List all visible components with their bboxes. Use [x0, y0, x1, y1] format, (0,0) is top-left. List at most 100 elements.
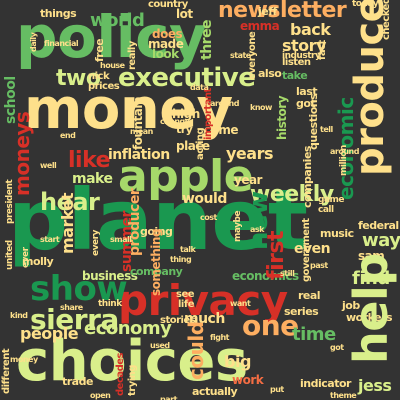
word: business	[82, 269, 138, 283]
word: years	[226, 144, 274, 163]
word: share	[60, 303, 83, 312]
word: money	[10, 355, 38, 364]
word: open	[90, 391, 111, 400]
word: know	[250, 103, 272, 112]
word: president	[5, 179, 15, 224]
word: two	[56, 66, 101, 91]
word: hear	[40, 188, 100, 216]
word: kind	[10, 311, 28, 320]
word: fact	[317, 40, 328, 60]
word: try	[176, 123, 193, 136]
word: listen	[282, 57, 311, 68]
word: indicator	[300, 377, 351, 390]
word: way	[362, 230, 400, 251]
word: trade	[62, 375, 93, 388]
word: place	[176, 139, 210, 153]
word: want	[230, 299, 251, 308]
word: daily	[29, 32, 38, 52]
word: producer	[127, 188, 143, 256]
word: fountain	[131, 96, 145, 150]
word: sierra	[30, 303, 119, 336]
word: fight	[210, 333, 229, 342]
word: market	[58, 192, 77, 254]
word: industry	[282, 51, 321, 61]
word: last	[296, 85, 318, 98]
word: big	[224, 352, 251, 371]
word: maybe	[233, 210, 243, 242]
word: workers	[346, 311, 393, 324]
word: policy	[16, 3, 207, 71]
word: talk	[180, 245, 196, 254]
word: job	[342, 299, 360, 312]
word: even	[294, 241, 331, 257]
word: money	[24, 77, 233, 142]
word: three	[199, 19, 215, 60]
word: companies	[301, 146, 314, 208]
word: could	[184, 321, 208, 380]
word: theme	[330, 391, 357, 400]
word: well	[40, 161, 57, 170]
word: apple	[118, 151, 254, 202]
word: economy	[84, 318, 172, 339]
word: sam	[358, 249, 385, 263]
word: molly	[22, 255, 54, 268]
word: executive	[118, 63, 256, 93]
word: also	[258, 67, 282, 80]
word: world	[90, 10, 145, 31]
word: used	[150, 341, 170, 350]
word: choices	[16, 329, 248, 394]
word: make	[72, 171, 113, 187]
word: jeff	[258, 5, 277, 18]
word: checked	[381, 0, 392, 40]
word: financial	[44, 39, 79, 48]
word: federal	[358, 219, 399, 232]
word: important	[203, 88, 214, 140]
word: emma	[240, 19, 280, 33]
word: thing	[170, 255, 192, 264]
word: house	[100, 61, 125, 70]
word: moneys	[10, 111, 34, 196]
word: come	[204, 123, 239, 137]
word: got	[296, 97, 316, 110]
word: see	[176, 289, 195, 300]
word: questions	[307, 93, 320, 150]
word: does	[152, 27, 183, 41]
word: around	[330, 147, 359, 156]
word: think	[98, 299, 122, 309]
word: made	[148, 37, 184, 51]
word: decades	[115, 352, 126, 396]
word: history	[275, 95, 289, 140]
word: story	[282, 36, 326, 55]
word: help	[344, 253, 398, 364]
word: part	[160, 395, 177, 400]
word: would	[182, 191, 227, 207]
word: time	[292, 324, 336, 345]
word: one	[242, 309, 299, 342]
word: take	[282, 69, 308, 82]
word: something	[149, 228, 163, 296]
word: tell	[320, 125, 333, 134]
word: past	[310, 261, 328, 270]
word: government	[301, 218, 312, 282]
word: call	[318, 205, 334, 215]
word: mean	[130, 127, 153, 136]
word: year	[234, 173, 262, 187]
word: still	[280, 269, 295, 278]
word: put	[270, 385, 284, 394]
word: game	[318, 195, 345, 205]
word: things	[40, 7, 77, 20]
word: inflation	[108, 147, 170, 163]
word: lot	[176, 7, 193, 21]
word: weekly	[250, 182, 334, 207]
word: going	[140, 225, 173, 238]
word: today	[352, 0, 379, 9]
word: country	[148, 0, 188, 10]
word: got	[330, 343, 344, 352]
word: find	[352, 268, 390, 289]
word: much	[184, 311, 225, 327]
word: planet	[8, 171, 308, 269]
word: small	[110, 235, 132, 244]
word: end	[60, 131, 76, 140]
word: change	[160, 117, 190, 126]
